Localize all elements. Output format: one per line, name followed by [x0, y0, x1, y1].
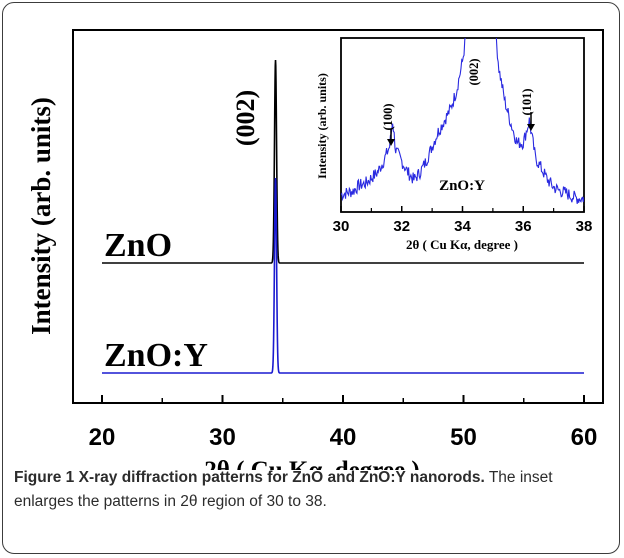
- inset-peak-label: (100): [381, 103, 395, 130]
- inset-frame: [340, 37, 585, 213]
- inset-x-tick-label: 30: [333, 218, 350, 235]
- series-label-1: ZnO: [104, 227, 172, 264]
- inset-x-tick-label: 36: [515, 218, 532, 235]
- series-line-2: [102, 177, 584, 374]
- inset-arrow-head: [527, 124, 535, 131]
- x-tick-label: 40: [330, 424, 357, 451]
- caption-text: The inset enlarges the patterns in 2θ re…: [14, 469, 553, 510]
- figure-caption: Figure 1 X-ray diffraction patterns for …: [14, 466, 614, 514]
- inset-sample-label: ZnO:Y: [439, 178, 485, 194]
- main-plot: 20 30 40 50 60 2θ ( Cu Kα, degree ) Intensity …: [26, 29, 604, 470]
- x-tick-label: 20: [89, 424, 116, 451]
- series-line-1: [102, 59, 584, 264]
- series-label-2: ZnO:Y: [104, 337, 208, 374]
- inset-plot: 30 32 34 36 38 2θ ( Cu Kα, degree ) Intensity …: [315, 37, 593, 252]
- caption-title: X-ray diffraction patterns for ZnO and Z…: [78, 469, 485, 486]
- peak-annotation: (002): [231, 90, 260, 146]
- inset-x-tick-label: 34: [454, 218, 471, 235]
- inset-x-axis-label: 2θ ( Cu Kα, degree ): [406, 237, 518, 252]
- inset-y-axis-label: Intensity (arb. units): [315, 73, 329, 179]
- inset-arrow-head: [387, 139, 395, 146]
- xrd-chart: 20 30 40 50 60 2θ ( Cu Kα, degree ) Intensity …: [26, 29, 604, 470]
- inset-peak-label: (002): [467, 58, 481, 85]
- inset-series-line: [341, 38, 584, 204]
- main-plot-frame: [72, 29, 604, 404]
- inset-x-tick-label: 38: [576, 218, 593, 235]
- x-tick-label: 50: [450, 424, 477, 451]
- x-tick-label: 60: [571, 424, 598, 451]
- x-tick-label: 30: [209, 424, 236, 451]
- inset-peak-label: (101): [520, 88, 534, 115]
- y-axis-label: Intensity (arb. units): [26, 97, 56, 335]
- x-axis-label: 2θ ( Cu Kα, degree ): [204, 457, 419, 470]
- inset-x-tick-label: 32: [393, 218, 410, 235]
- caption-label: Figure 1: [14, 469, 75, 486]
